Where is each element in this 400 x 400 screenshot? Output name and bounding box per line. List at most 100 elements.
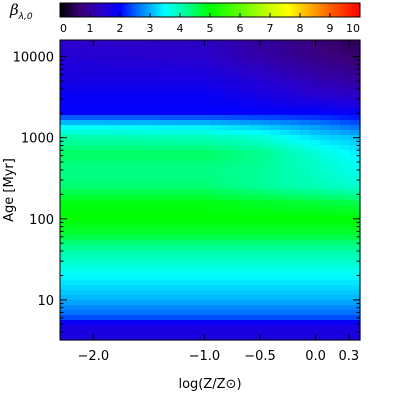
heatmap-cell bbox=[310, 190, 321, 196]
heatmap-cell bbox=[210, 85, 221, 91]
heatmap-cell bbox=[100, 215, 111, 221]
heatmap-cell bbox=[90, 225, 101, 231]
heatmap-cell bbox=[350, 75, 361, 81]
heatmap-cell bbox=[120, 205, 131, 211]
heatmap-cell bbox=[310, 120, 321, 126]
heatmap-cell bbox=[220, 210, 231, 216]
heatmap-cell bbox=[60, 180, 71, 186]
heatmap-cell bbox=[180, 125, 191, 131]
heatmap-cell bbox=[110, 260, 121, 266]
heatmap-cell bbox=[80, 135, 91, 141]
heatmap-cell bbox=[250, 145, 261, 151]
heatmap-cell bbox=[340, 310, 351, 316]
heatmap-cell bbox=[300, 120, 311, 126]
heatmap-cell bbox=[220, 295, 231, 301]
heatmap-cell bbox=[340, 170, 351, 176]
heatmap-cell bbox=[90, 210, 101, 216]
heatmap-cell bbox=[340, 185, 351, 191]
heatmap-cell bbox=[250, 295, 261, 301]
heatmap-cell bbox=[310, 255, 321, 261]
heatmap-cell bbox=[350, 230, 361, 236]
colorbar-tick-label: 7 bbox=[267, 22, 274, 35]
heatmap-cell bbox=[80, 255, 91, 261]
heatmap-cell bbox=[210, 180, 221, 186]
heatmap-cell bbox=[100, 270, 111, 276]
heatmap-cell bbox=[70, 295, 81, 301]
heatmap-cell bbox=[150, 85, 161, 91]
heatmap-cell bbox=[320, 275, 331, 281]
heatmap-cell bbox=[190, 195, 201, 201]
heatmap-cell bbox=[200, 120, 211, 126]
heatmap-cell bbox=[150, 150, 161, 156]
heatmap-cell bbox=[150, 55, 161, 61]
heatmap-cell bbox=[80, 330, 91, 336]
heatmap-cell bbox=[250, 195, 261, 201]
heatmap-cell bbox=[150, 115, 161, 121]
heatmap-cell bbox=[100, 205, 111, 211]
heatmap-cell bbox=[150, 50, 161, 56]
heatmap-cell bbox=[160, 175, 171, 181]
heatmap-cell bbox=[80, 250, 91, 256]
heatmap-cell bbox=[240, 100, 251, 106]
heatmap-cell bbox=[330, 160, 341, 166]
heatmap-cell bbox=[340, 190, 351, 196]
heatmap-cell bbox=[160, 180, 171, 186]
heatmap-cell bbox=[330, 245, 341, 251]
heatmap-cell bbox=[160, 170, 171, 176]
x-tick-label: 0.0 bbox=[305, 349, 326, 364]
heatmap-cell bbox=[310, 145, 321, 151]
heatmap-cell bbox=[120, 110, 131, 116]
colorbar-subscript: λ,0 bbox=[18, 12, 33, 22]
heatmap-cell bbox=[60, 210, 71, 216]
heatmap-cell bbox=[300, 115, 311, 121]
heatmap-cell bbox=[220, 165, 231, 171]
heatmap-cell bbox=[270, 240, 281, 246]
heatmap-cell bbox=[230, 185, 241, 191]
colorbar-symbol: β bbox=[9, 1, 19, 19]
heatmap-cell bbox=[270, 125, 281, 131]
heatmap-cell bbox=[180, 195, 191, 201]
heatmap-cell bbox=[90, 75, 101, 81]
heatmap-cell bbox=[210, 240, 221, 246]
heatmap-cell bbox=[210, 155, 221, 161]
heatmap-cell bbox=[240, 310, 251, 316]
heatmap-cell bbox=[240, 40, 251, 46]
heatmap-cell bbox=[320, 140, 331, 146]
heatmap-cell bbox=[220, 205, 231, 211]
heatmap-cell bbox=[250, 120, 261, 126]
heatmap-cell bbox=[70, 220, 81, 226]
heatmap-cell bbox=[240, 175, 251, 181]
heatmap-cell bbox=[290, 315, 301, 321]
heatmap-cell bbox=[210, 125, 221, 131]
heatmap-cell bbox=[330, 55, 341, 61]
heatmap-cell bbox=[70, 55, 81, 61]
heatmap-cell bbox=[140, 335, 151, 341]
heatmap-cell bbox=[100, 170, 111, 176]
heatmap-cell bbox=[230, 80, 241, 86]
heatmap-cell bbox=[90, 195, 101, 201]
heatmap-cell bbox=[60, 185, 71, 191]
heatmap-cell bbox=[140, 90, 151, 96]
heatmap-cell bbox=[190, 95, 201, 101]
heatmap-cell bbox=[120, 150, 131, 156]
heatmap-cell bbox=[120, 140, 131, 146]
heatmap-cell bbox=[240, 45, 251, 51]
heatmap-cell bbox=[100, 235, 111, 241]
heatmap-cell bbox=[310, 110, 321, 116]
heatmap-cell bbox=[190, 130, 201, 136]
heatmap-cell bbox=[130, 195, 141, 201]
heatmap-cell bbox=[210, 50, 221, 56]
y-tick-label: 1000 bbox=[21, 132, 54, 147]
heatmap-cell bbox=[90, 300, 101, 306]
heatmap-cell bbox=[240, 60, 251, 66]
heatmap-cell bbox=[330, 330, 341, 336]
heatmap-cell bbox=[270, 230, 281, 236]
heatmap-cell bbox=[290, 160, 301, 166]
heatmap-cell bbox=[290, 275, 301, 281]
heatmap-cell bbox=[300, 245, 311, 251]
heatmap-cell bbox=[130, 170, 141, 176]
heatmap-cell bbox=[340, 220, 351, 226]
heatmap-cell bbox=[240, 270, 251, 276]
heatmap-cell bbox=[160, 230, 171, 236]
heatmap-cell bbox=[210, 315, 221, 321]
